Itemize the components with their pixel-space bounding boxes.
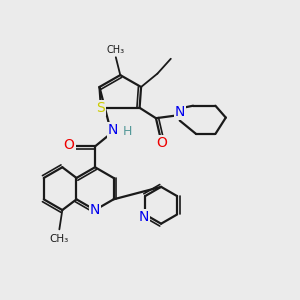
Text: H: H <box>123 125 132 138</box>
Text: N: N <box>175 105 185 119</box>
Text: O: O <box>157 136 167 151</box>
Text: CH₃: CH₃ <box>50 234 69 244</box>
Text: N: N <box>139 211 149 224</box>
Text: CH₃: CH₃ <box>107 45 125 55</box>
Text: O: O <box>64 138 75 152</box>
Text: S: S <box>97 101 105 115</box>
Text: N: N <box>90 203 100 217</box>
Text: N: N <box>108 123 118 137</box>
